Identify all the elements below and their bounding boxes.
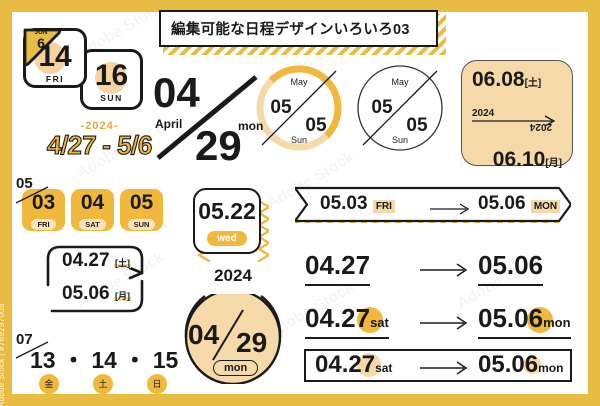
svg-text:05: 05 xyxy=(305,115,327,136)
svg-text:May: May xyxy=(391,77,409,87)
svg-text:May: May xyxy=(290,77,308,87)
svg-text:April: April xyxy=(155,117,182,131)
svg-text:05: 05 xyxy=(406,115,428,136)
svg-text:29: 29 xyxy=(195,122,242,165)
svg-text:Sun: Sun xyxy=(291,135,307,145)
svg-text:mon: mon xyxy=(238,119,263,133)
svg-text:04: 04 xyxy=(188,319,220,350)
svg-text:2024: 2024 xyxy=(472,108,495,119)
svg-text:04: 04 xyxy=(153,69,200,116)
svg-text:2024: 2024 xyxy=(529,121,552,132)
svg-text:Sun: Sun xyxy=(392,135,408,145)
svg-text:29: 29 xyxy=(236,327,267,358)
svg-text:05: 05 xyxy=(371,97,393,118)
